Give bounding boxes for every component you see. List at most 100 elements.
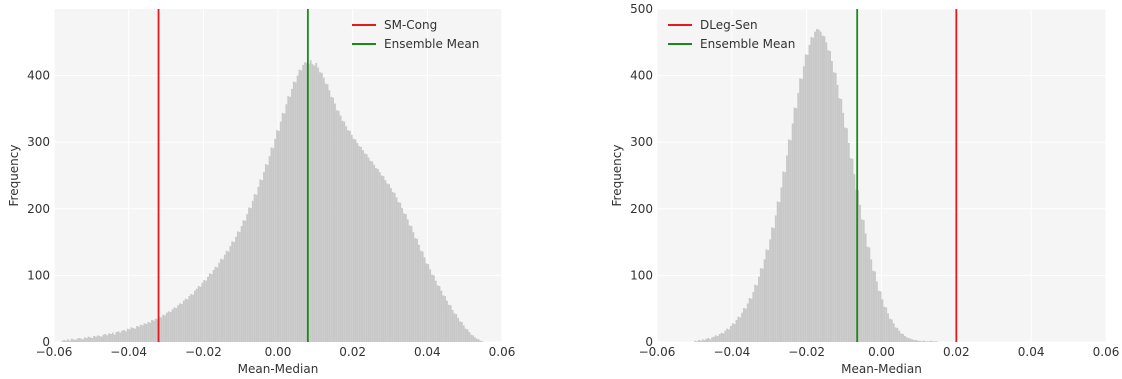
histogram-bar (251, 200, 254, 342)
histogram-bar (220, 258, 222, 342)
histogram-bar (444, 296, 446, 342)
legend-label: SM-Cong (384, 18, 437, 32)
histogram-bar (932, 341, 934, 342)
histogram-bar (720, 332, 723, 342)
histogram-bar (177, 305, 180, 342)
histogram-bar (920, 341, 923, 342)
histogram-bar (384, 180, 387, 342)
x-tick-label: 0.00 (265, 345, 292, 359)
histogram-bar (171, 309, 174, 342)
x-tick-label: −0.04 (713, 345, 750, 359)
histogram-bar (464, 328, 467, 342)
histogram-bar (382, 176, 385, 342)
histogram-bar (233, 242, 236, 342)
histogram-bar (431, 274, 433, 342)
histogram-bar (744, 308, 747, 342)
histogram-bar (866, 246, 869, 342)
histogram-bar (935, 341, 938, 342)
histogram-bar (421, 251, 424, 342)
histogram-bar (429, 269, 432, 342)
histogram-bar (65, 340, 68, 342)
histogram-bar (844, 127, 846, 342)
histogram-bar (872, 270, 875, 342)
histogram-bar (924, 341, 927, 342)
histogram-bar (804, 54, 807, 343)
histogram-bar (883, 306, 886, 342)
histogram-bar (190, 294, 193, 342)
histogram-bar (149, 322, 152, 342)
histogram-bar (774, 215, 777, 342)
histogram-bar (896, 328, 899, 342)
legend-label: DLeg-Sen (700, 18, 758, 32)
histogram-bar (320, 72, 323, 342)
histogram-bar (418, 244, 420, 342)
histogram-bar (139, 324, 142, 342)
y-tick-label: 100 (27, 268, 50, 282)
histogram-bar (100, 336, 103, 342)
histogram-bar (922, 340, 925, 342)
histogram-bar (121, 330, 124, 342)
histogram-bar (821, 35, 824, 342)
histogram-bar (95, 336, 97, 342)
histogram-bar (328, 90, 331, 342)
histogram-bar (264, 164, 267, 342)
histogram-bar (76, 338, 79, 342)
histogram-bar (701, 339, 704, 342)
histogram-bar (199, 286, 202, 342)
histogram-bar (80, 338, 82, 342)
histogram-bar (477, 339, 480, 342)
histogram-bar (365, 154, 368, 342)
histogram-bar (911, 339, 914, 342)
histogram-bar (164, 315, 166, 342)
histogram-bar (210, 274, 213, 342)
histogram-bar (236, 231, 239, 342)
histogram-bar (763, 259, 766, 342)
histogram-bar (375, 168, 377, 342)
histogram-bar (700, 340, 702, 342)
histogram-bar (61, 340, 64, 342)
histogram-bar (836, 84, 839, 342)
histogram-bar (117, 331, 120, 342)
histogram-bar (167, 311, 170, 342)
histogram-bar (694, 340, 697, 342)
histogram-bar (784, 172, 787, 342)
histogram-bar (709, 339, 712, 342)
histogram-bar (278, 130, 280, 342)
y-tick-label: 0 (42, 335, 50, 349)
histogram-bar (403, 213, 405, 342)
histogram-bar (887, 313, 889, 342)
histogram-bar (291, 88, 293, 342)
histogram-bar (130, 327, 133, 342)
histogram-bar (72, 339, 75, 342)
histogram-bar (378, 172, 381, 342)
histogram-bar (78, 338, 81, 342)
histogram-bar (808, 44, 811, 343)
histogram-bar (825, 42, 828, 343)
histogram-bar (307, 63, 310, 342)
histogram-bar (399, 202, 402, 342)
histogram-bar (759, 268, 762, 342)
histogram-bar (440, 290, 443, 342)
y-tick-label: 200 (630, 202, 653, 216)
histogram-bar (451, 310, 454, 342)
chart-panel-1: −0.06 −0.04 −0.02 0.00 0.02 0.04 0.06 0 100 200 30… (7, 9, 515, 376)
histogram-bar (216, 267, 219, 342)
histogram-bar (334, 103, 336, 343)
histogram-bar (380, 175, 383, 342)
histogram-bar (769, 239, 772, 342)
y-tick-label: 100 (630, 268, 653, 282)
histogram-bar (147, 322, 150, 342)
histogram-bar (363, 153, 366, 342)
y-tick-label: 400 (27, 69, 50, 83)
histogram-bar (892, 323, 895, 342)
histogram-bar (905, 337, 908, 342)
histogram-bar (132, 328, 135, 342)
histogram-bar (776, 201, 779, 342)
histogram-bar (793, 107, 796, 343)
histogram-bar (110, 334, 112, 342)
histogram-bar (791, 123, 794, 342)
histogram-bar (714, 335, 717, 342)
histogram-bar (227, 251, 230, 342)
histogram-bar (257, 186, 260, 342)
histogram-bar (244, 220, 247, 342)
